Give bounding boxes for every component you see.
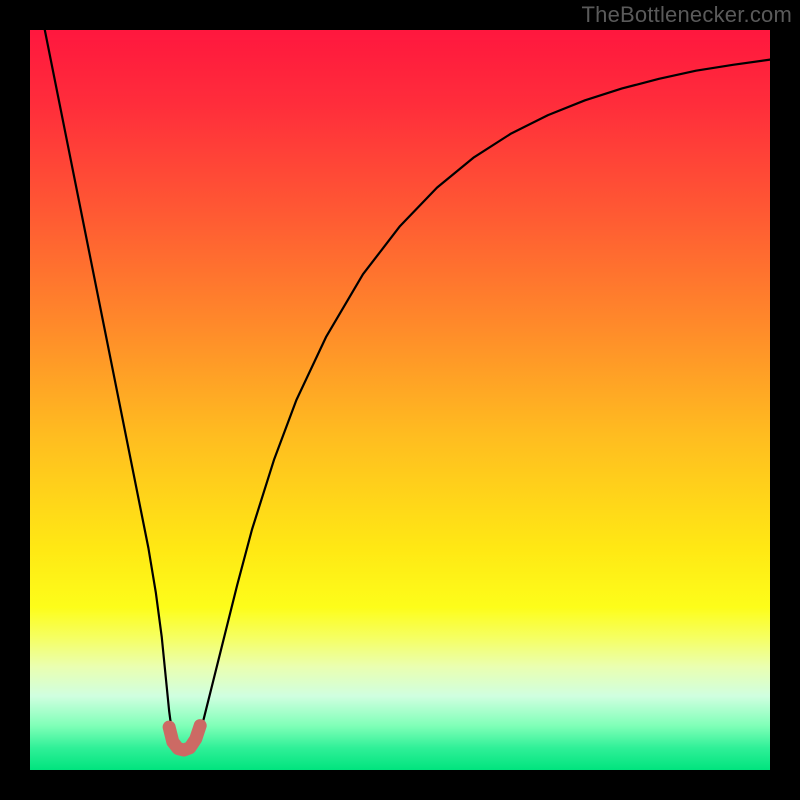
watermark-text: TheBottlenecker.com [582, 2, 792, 28]
chart-container: TheBottlenecker.com [0, 0, 800, 800]
plot-background-gradient [30, 30, 770, 770]
bottleneck-chart [0, 0, 800, 800]
